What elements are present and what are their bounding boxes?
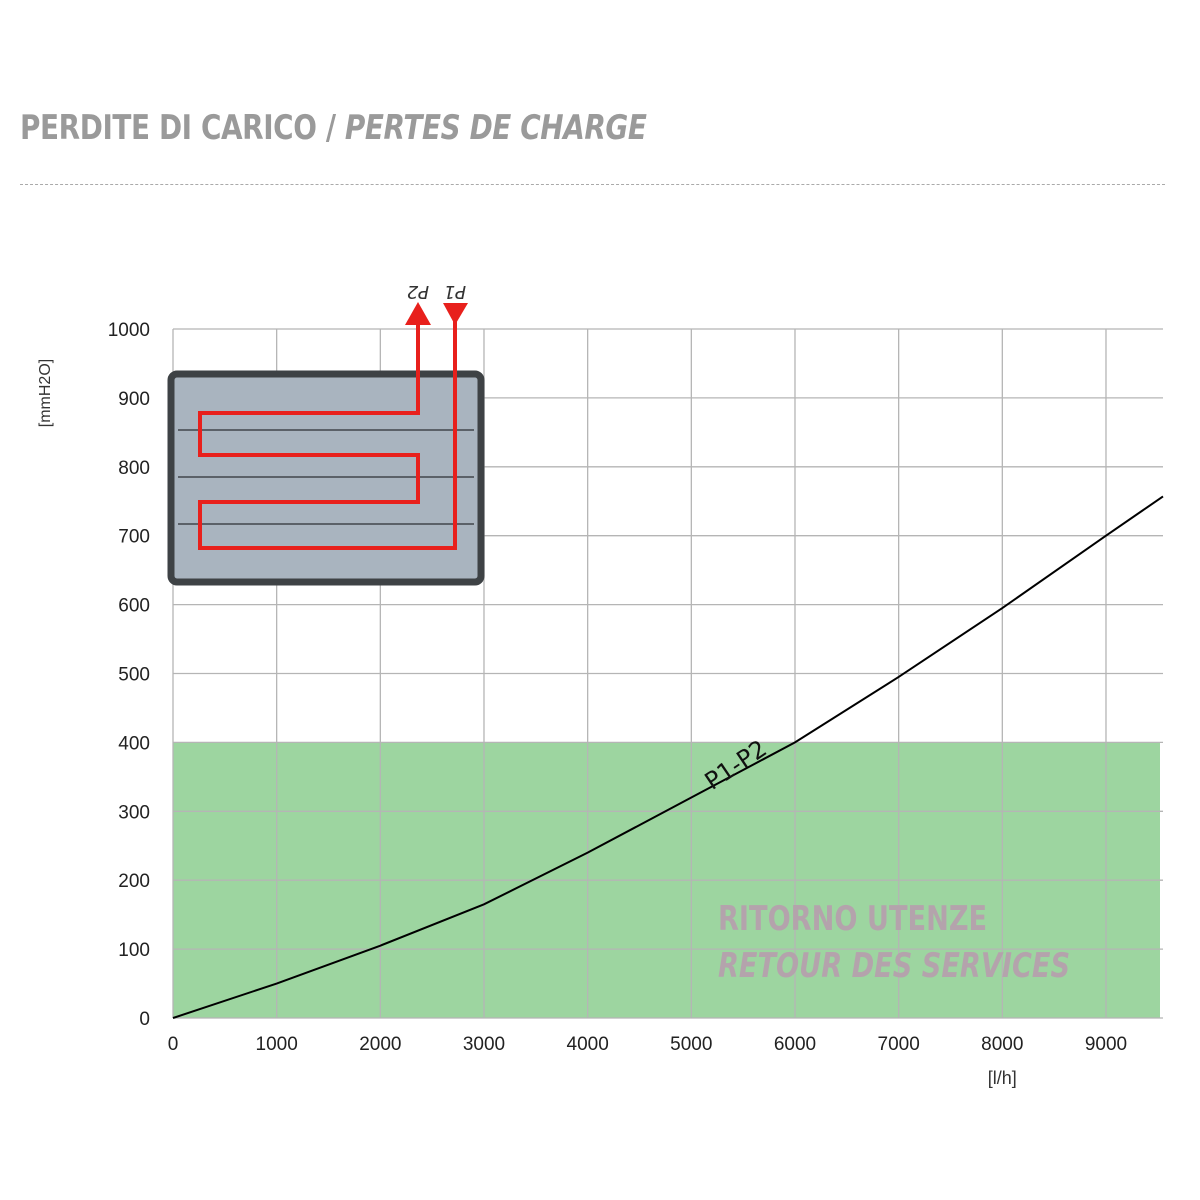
x-tick-label: 3000 xyxy=(463,1034,505,1055)
x-tick-label: 7000 xyxy=(878,1034,920,1055)
inset-label-p2: P2 xyxy=(407,281,429,302)
x-tick-label: 2000 xyxy=(359,1034,401,1055)
y-tick-label: 600 xyxy=(118,596,150,617)
x-axis-label: [l/h] xyxy=(988,1068,1017,1088)
y-tick-label: 0 xyxy=(139,1009,150,1030)
y-tick-label: 700 xyxy=(118,527,150,548)
y-tick-label: 400 xyxy=(118,733,150,754)
x-tick-label: 8000 xyxy=(981,1034,1023,1055)
divider xyxy=(20,184,1165,185)
region-label-1: RITORNO UTENZE xyxy=(718,899,987,939)
y-tick-label: 500 xyxy=(118,665,150,686)
inset-label-p1: P1 xyxy=(444,281,466,302)
y-tick-label: 800 xyxy=(118,458,150,479)
y-tick-label: 900 xyxy=(118,389,150,410)
x-tick-label: 0 xyxy=(168,1034,179,1055)
x-tick-label: 4000 xyxy=(567,1034,609,1055)
y-tick-label: 1000 xyxy=(108,320,150,341)
series-line xyxy=(172,495,1164,1019)
x-tick-label: 9000 xyxy=(1085,1034,1127,1055)
y-tick-label: 300 xyxy=(118,802,150,823)
y-axis-label: [mmH2O] xyxy=(37,359,54,427)
inset-pipe xyxy=(198,312,457,550)
y-tick-label: 200 xyxy=(118,871,150,892)
arrow-down-icon xyxy=(443,303,468,325)
region-label-2: RETOUR DES SERVICES xyxy=(718,946,1070,986)
x-tick-label: 1000 xyxy=(256,1034,298,1055)
page-title: PERDITE DI CARICO / PERTES DE CHARGE xyxy=(20,108,647,148)
x-tick-label: 6000 xyxy=(774,1034,816,1055)
y-tick-label: 100 xyxy=(118,940,150,961)
title-italic: PERTES DE CHARGE xyxy=(344,108,647,148)
x-tick-label: 5000 xyxy=(670,1034,712,1055)
title-main: PERDITE DI CARICO / xyxy=(20,108,336,148)
arrow-up-icon xyxy=(405,302,431,325)
